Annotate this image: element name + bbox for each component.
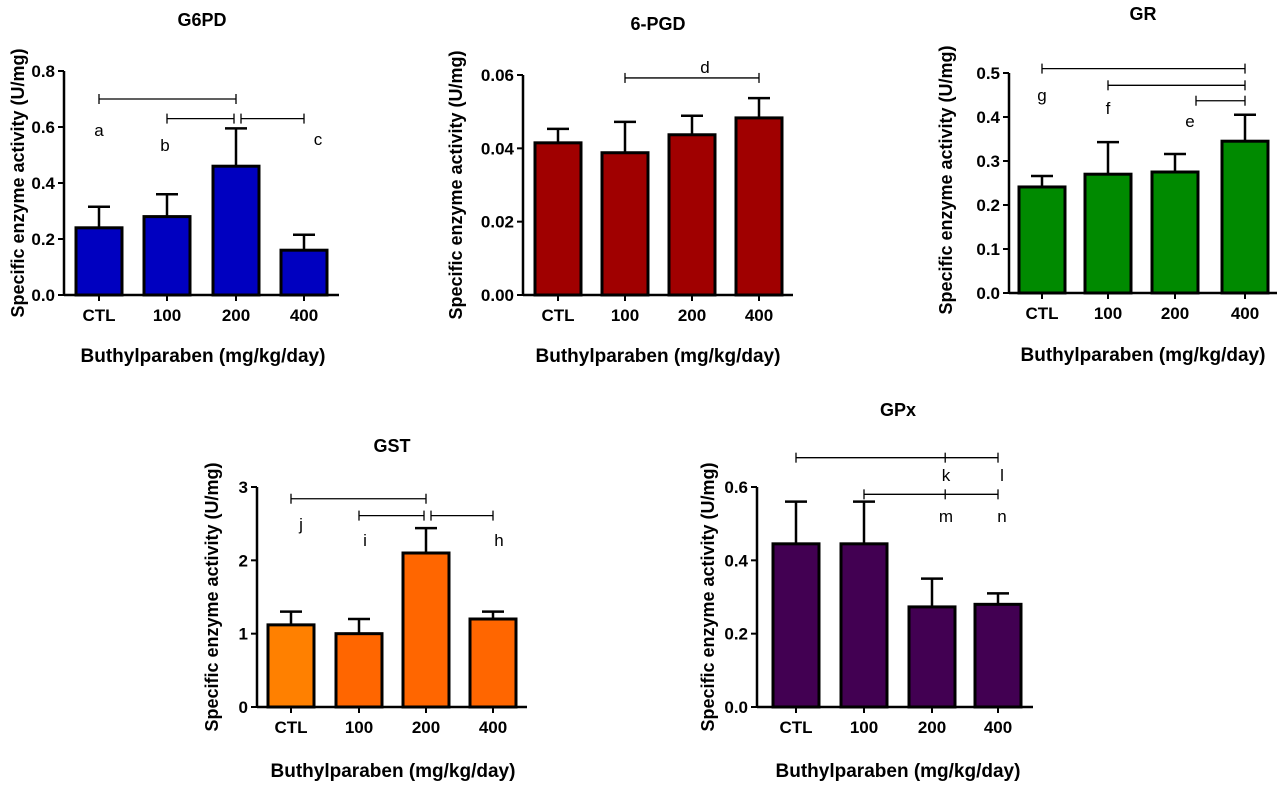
x-axis-label: Buthylparaben (mg/kg/day) — [271, 761, 516, 782]
y-tick-label: 0.3 — [976, 152, 1000, 171]
x-tick-label: 200 — [1161, 304, 1189, 323]
bar-200 — [667, 133, 717, 297]
significance-letter: g — [1037, 86, 1046, 105]
y-tick-label: 0.2 — [724, 625, 748, 644]
x-tick-label: 400 — [745, 306, 773, 325]
x-tick-label: 200 — [678, 306, 706, 325]
significance-letter: i — [363, 531, 367, 550]
x-tick-label: 400 — [1231, 304, 1259, 323]
bar-200 — [401, 551, 451, 709]
bar-ctl — [771, 542, 821, 709]
y-tick-label: 0.02 — [481, 213, 514, 232]
bar-200 — [1150, 170, 1200, 295]
bar-200 — [907, 605, 957, 709]
y-tick-label: 0.04 — [481, 139, 515, 158]
x-tick-label: CTL — [82, 306, 115, 325]
significance-letter: f — [1106, 99, 1111, 118]
significance-letter: b — [160, 136, 169, 155]
x-tick-label: 400 — [290, 306, 318, 325]
bar-100 — [142, 215, 192, 297]
y-tick-label: 1 — [239, 625, 248, 644]
chart-title: GPx — [880, 400, 916, 420]
y-tick-label: 0.4 — [724, 551, 748, 570]
y-tick-label: 0.1 — [976, 240, 1000, 259]
x-tick-label: CTL — [541, 306, 574, 325]
bar-400 — [1220, 139, 1270, 295]
x-tick-label: 100 — [850, 718, 878, 737]
chart-title: GST — [373, 436, 410, 456]
x-axis-label: Buthylparaben (mg/kg/day) — [81, 346, 326, 367]
x-tick-label: 400 — [479, 718, 507, 737]
bar-ctl — [266, 623, 316, 709]
x-axis-label: Buthylparaben (mg/kg/day) — [536, 346, 781, 367]
y-tick-label: 0 — [239, 698, 248, 717]
significance-letter: n — [997, 507, 1006, 526]
x-tick-label: CTL — [779, 718, 812, 737]
y-tick-label: 0.6 — [724, 478, 748, 497]
y-tick-label: 0.5 — [976, 64, 1000, 83]
y-axis-label: Specific enzyme activity (U/mg) — [202, 462, 222, 731]
y-tick-label: 0.00 — [481, 286, 514, 305]
x-tick-label: 200 — [222, 306, 250, 325]
x-tick-label: 400 — [984, 718, 1012, 737]
y-tick-label: 3 — [239, 478, 248, 497]
y-tick-label: 0.0 — [976, 284, 1000, 303]
x-tick-label: CTL — [1025, 304, 1058, 323]
x-tick-label: 100 — [611, 306, 639, 325]
x-tick-label: 200 — [412, 718, 440, 737]
bar-100 — [600, 151, 650, 297]
chart-title: 6-PGD — [630, 14, 685, 34]
significance-letter: j — [298, 515, 303, 534]
bar-100 — [334, 632, 384, 709]
x-tick-label: 100 — [1094, 304, 1122, 323]
significance-letter: c — [314, 130, 323, 149]
chart-panel-6-pgd: 6-PGD Buthylparaben (mg/kg/day) Specific e… — [446, 14, 793, 367]
significance-letter: h — [494, 531, 503, 550]
bar-400 — [279, 248, 329, 297]
y-axis-label: Specific enzyme activity (U/mg) — [446, 50, 466, 319]
y-tick-label: 0.0 — [31, 286, 55, 305]
chart-title: GR — [1130, 4, 1157, 24]
bar-200 — [211, 164, 261, 297]
y-tick-label: 2 — [239, 551, 248, 570]
significance-letter: m — [939, 507, 953, 526]
bar-400 — [734, 116, 784, 297]
chart-panel-gpx: GPx Buthylparaben (mg/kg/day) Specific enz… — [698, 400, 1033, 782]
y-axis-label: Specific enzyme activity (U/mg) — [8, 48, 28, 317]
significance-letter: d — [700, 58, 709, 77]
bar-400 — [468, 617, 518, 709]
chart-title: G6PD — [177, 10, 226, 30]
bar-ctl — [533, 141, 583, 297]
bar-400 — [973, 602, 1023, 709]
y-tick-label: 0.2 — [976, 196, 1000, 215]
y-axis-label: Specific enzyme activity (U/mg) — [936, 45, 956, 314]
x-tick-label: 100 — [153, 306, 181, 325]
chart-panel-gr: GR Buthylparaben (mg/kg/day) Specific enzy… — [936, 4, 1277, 366]
bar-ctl — [1017, 185, 1067, 295]
y-tick-label: 0.2 — [31, 230, 55, 249]
chart-panel-gst: GST Buthylparaben (mg/kg/day) Specific enz… — [202, 436, 527, 782]
y-tick-label: 0.6 — [31, 118, 55, 137]
y-tick-label: 0.06 — [481, 66, 514, 85]
significance-letter: a — [94, 121, 104, 140]
x-axis-label: Buthylparaben (mg/kg/day) — [1021, 345, 1266, 366]
significance-letter: l — [1000, 466, 1004, 485]
y-tick-label: 0.4 — [976, 108, 1000, 127]
y-tick-label: 0.8 — [31, 62, 55, 81]
x-tick-label: CTL — [274, 718, 307, 737]
y-tick-label: 0.4 — [31, 174, 55, 193]
x-axis-label: Buthylparaben (mg/kg/day) — [776, 761, 1021, 782]
bar-100 — [839, 542, 889, 709]
significance-letter: e — [1185, 112, 1194, 131]
x-tick-label: 100 — [345, 718, 373, 737]
y-tick-label: 0.0 — [724, 698, 748, 717]
bar-100 — [1083, 172, 1133, 295]
chart-panel-g6pd: G6PD Buthylparaben (mg/kg/day) Specific en… — [8, 10, 339, 367]
bar-ctl — [74, 226, 124, 297]
y-axis-label: Specific enzyme activity (U/mg) — [698, 462, 718, 731]
x-tick-label: 200 — [918, 718, 946, 737]
significance-letter: k — [942, 466, 951, 485]
